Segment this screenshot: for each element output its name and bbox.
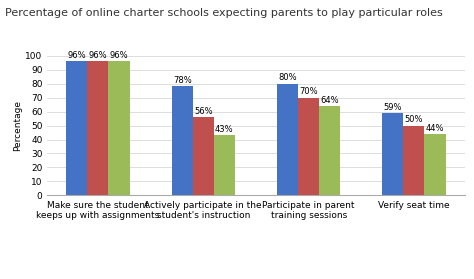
Text: 78%: 78% [173,76,191,85]
Text: 64%: 64% [320,96,339,105]
Text: 70%: 70% [299,87,318,96]
Bar [87,61,109,195]
Bar [109,61,129,195]
Text: 96%: 96% [109,51,128,60]
Text: 56%: 56% [194,107,213,116]
Bar [172,86,193,195]
Text: 59%: 59% [383,103,402,112]
Bar [425,134,446,195]
Bar [193,117,214,195]
Text: Percentage of online charter schools expecting parents to play particular roles: Percentage of online charter schools exp… [5,8,443,18]
Text: 80%: 80% [278,73,297,82]
Text: 96%: 96% [68,51,86,60]
Text: 50%: 50% [405,115,423,124]
Bar [298,98,319,195]
Bar [319,106,340,195]
Bar [214,135,235,195]
Text: 44%: 44% [426,124,444,133]
Bar [277,84,298,195]
Y-axis label: Percentage: Percentage [14,100,22,151]
Bar [403,126,425,195]
Bar [66,61,87,195]
Text: 96%: 96% [89,51,107,60]
Bar [383,113,403,195]
Text: 43%: 43% [215,125,234,134]
